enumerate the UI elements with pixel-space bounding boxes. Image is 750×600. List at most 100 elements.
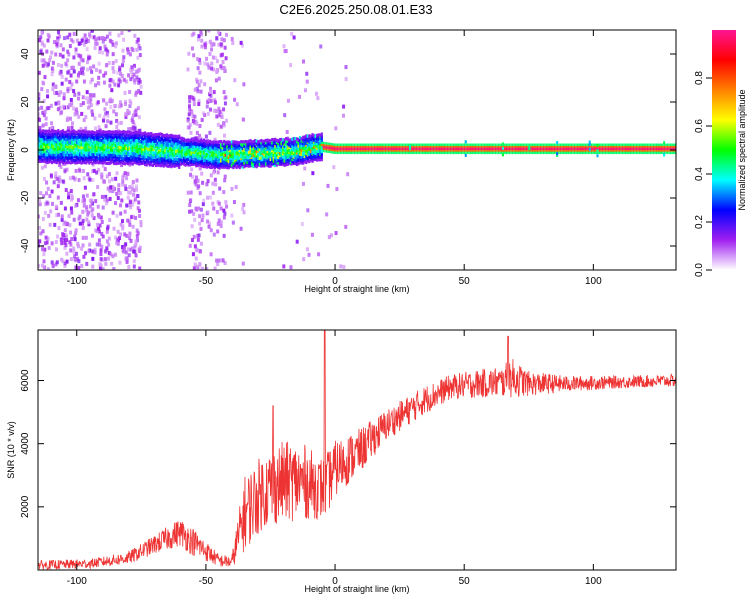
heatmap-cell bbox=[50, 72, 54, 77]
heatmap-cell bbox=[117, 187, 121, 192]
heatmap-cell bbox=[134, 153, 137, 157]
heatmap-cell bbox=[226, 155, 229, 159]
heatmap-cell bbox=[185, 161, 189, 165]
heatmap-cell bbox=[51, 147, 54, 151]
heatmap-cell bbox=[38, 106, 40, 111]
heatmap-cell bbox=[223, 178, 227, 183]
heatmap-cell bbox=[60, 137, 63, 141]
heatmap-cell bbox=[234, 185, 238, 190]
heatmap-cell bbox=[240, 43, 244, 48]
heatmap-cell bbox=[176, 163, 179, 168]
heatmap-cell bbox=[303, 154, 306, 159]
colorbar: 0.00.20.40.60.8 Normalized spectral ampl… bbox=[694, 30, 747, 277]
heatmap-cell bbox=[299, 158, 302, 162]
heatmap-cell bbox=[192, 152, 195, 156]
heatmap-cell bbox=[71, 145, 74, 149]
heatmap-cell bbox=[189, 190, 193, 195]
heatmap-cell bbox=[263, 144, 266, 148]
heatmap-cell bbox=[92, 131, 96, 135]
heatmap-cell bbox=[326, 183, 330, 188]
heatmap-cell bbox=[212, 140, 215, 144]
heatmap-cell bbox=[210, 66, 214, 71]
x-tick-label: 100 bbox=[585, 576, 602, 587]
heatmap-cell bbox=[100, 145, 103, 149]
heatmap-cell bbox=[240, 150, 243, 154]
heatmap-cell bbox=[299, 154, 302, 158]
heatmap-cell bbox=[153, 151, 156, 155]
heatmap-cell bbox=[92, 158, 96, 163]
heatmap-cell bbox=[99, 143, 102, 148]
heatmap-cell bbox=[171, 148, 175, 152]
heatmap-cell bbox=[130, 215, 134, 220]
heatmap-cell bbox=[85, 153, 88, 157]
heatmap-cell bbox=[61, 137, 65, 141]
heatmap-cell bbox=[264, 162, 268, 166]
heatmap-cell bbox=[88, 161, 91, 165]
heatmap-cell bbox=[131, 224, 135, 229]
heatmap-cell bbox=[87, 222, 91, 227]
heatmap-cell bbox=[49, 138, 52, 142]
heatmap-cell bbox=[81, 218, 85, 223]
heatmap-cell bbox=[191, 252, 195, 257]
heatmap-cell bbox=[70, 210, 74, 215]
heatmap-cell bbox=[224, 200, 228, 205]
heatmap-cell bbox=[40, 152, 43, 156]
heatmap-cell bbox=[103, 197, 107, 202]
heatmap-cell bbox=[113, 134, 116, 138]
heatmap-cell bbox=[86, 136, 89, 140]
heatmap-cell bbox=[60, 81, 64, 86]
heatmap-cell bbox=[325, 212, 329, 217]
heatmap-cell bbox=[222, 38, 226, 43]
heatmap-cell bbox=[268, 142, 271, 146]
heatmap-cell bbox=[257, 143, 260, 147]
heatmap-cell bbox=[44, 155, 48, 159]
heatmap-cell bbox=[128, 52, 132, 57]
heatmap-cell bbox=[43, 129, 46, 133]
heatmap-cell bbox=[97, 135, 100, 140]
heatmap-cell bbox=[230, 140, 234, 144]
heatmap-cell bbox=[41, 110, 45, 115]
heatmap-cell bbox=[200, 218, 204, 223]
heatmap-cell bbox=[49, 173, 53, 178]
heatmap-cell bbox=[288, 154, 291, 158]
heatmap-cell bbox=[119, 103, 123, 108]
heatmap-cell bbox=[306, 156, 309, 160]
heatmap-cell bbox=[43, 75, 47, 80]
heatmap-cell bbox=[240, 155, 243, 159]
heatmap-cell bbox=[42, 58, 46, 63]
heatmap-cell bbox=[78, 130, 82, 134]
heatmap-cell bbox=[164, 159, 167, 163]
heatmap-cell bbox=[232, 155, 235, 159]
heatmap-cell bbox=[154, 148, 158, 152]
heatmap-cell bbox=[46, 267, 50, 270]
heatmap-cell bbox=[123, 157, 127, 162]
heatmap-cell bbox=[73, 176, 77, 181]
heatmap-cell bbox=[252, 156, 255, 160]
heatmap-cell bbox=[223, 155, 226, 159]
heatmap-cell bbox=[350, 147, 353, 150]
heatmap-cell bbox=[179, 151, 182, 155]
heatmap-cell bbox=[147, 161, 150, 166]
heatmap-cell bbox=[244, 146, 247, 151]
heatmap-cell bbox=[121, 179, 125, 184]
heatmap-cell bbox=[129, 67, 133, 72]
heatmap-cell bbox=[109, 105, 113, 110]
heatmap-cell bbox=[121, 248, 125, 253]
heatmap-cell bbox=[150, 147, 153, 151]
heatmap-cell bbox=[57, 154, 60, 159]
heatmap-cell bbox=[69, 137, 72, 141]
heatmap-cell bbox=[50, 260, 54, 265]
heatmap-cell bbox=[63, 263, 67, 268]
heatmap-cell bbox=[140, 136, 144, 140]
heatmap-cell bbox=[189, 172, 193, 177]
heatmap-cell bbox=[41, 137, 44, 141]
heatmap-cell bbox=[102, 147, 105, 151]
heatmap-cell bbox=[418, 147, 421, 150]
heatmap-cell bbox=[105, 148, 108, 152]
heatmap-cell bbox=[137, 208, 141, 213]
heatmap-cell bbox=[255, 152, 258, 156]
heatmap-cell bbox=[559, 147, 562, 150]
heatmap-cell bbox=[216, 159, 220, 163]
heatmap-cell bbox=[108, 153, 111, 157]
heatmap-cell bbox=[112, 109, 116, 114]
